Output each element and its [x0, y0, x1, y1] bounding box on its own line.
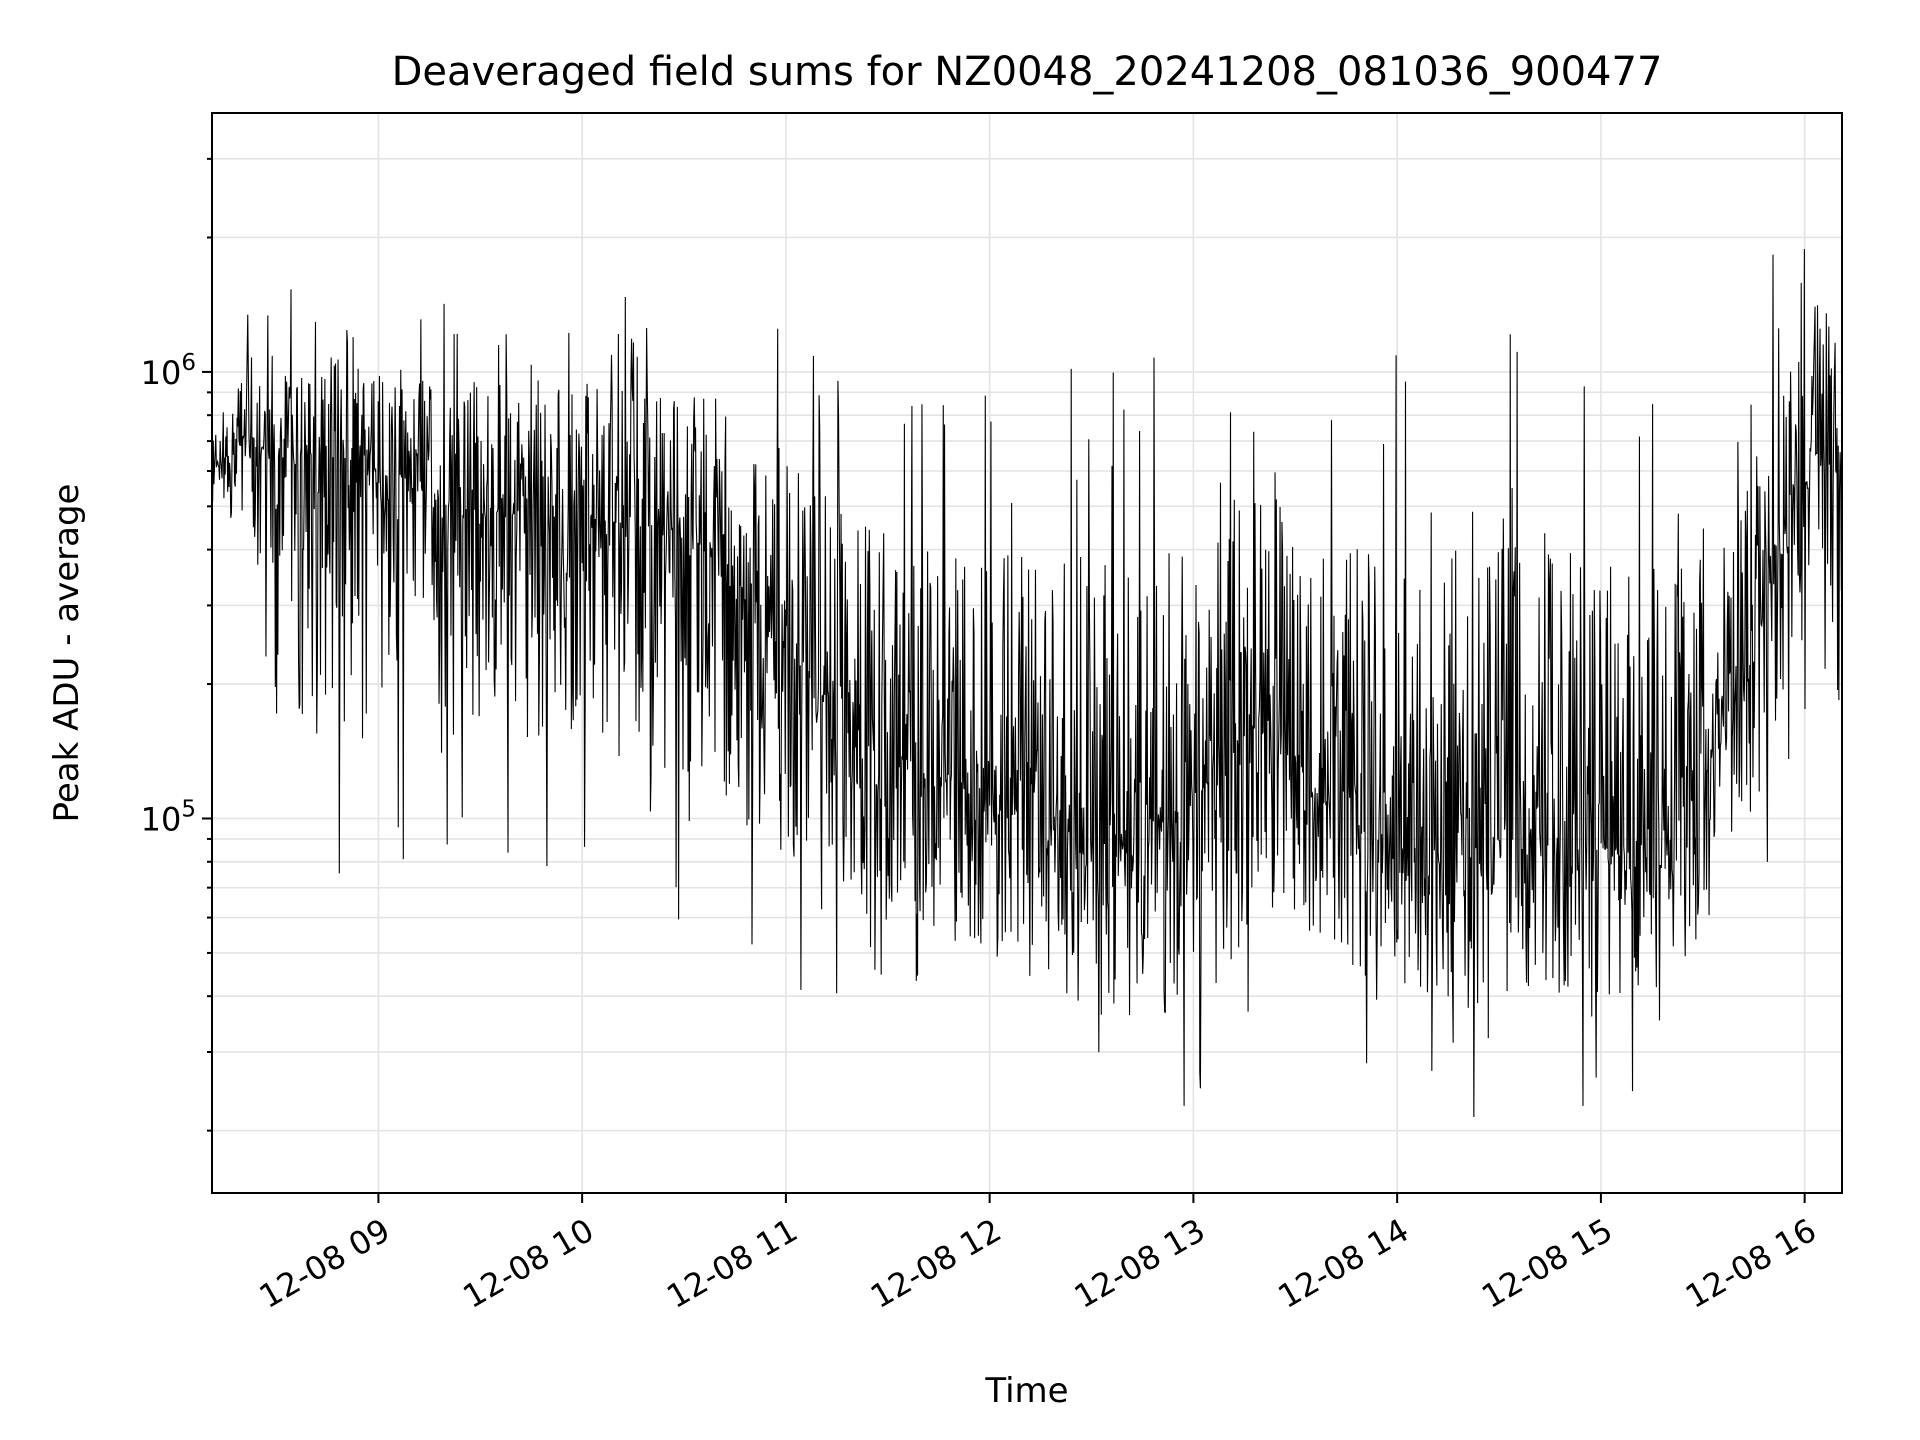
y-tick-label: 106 [141, 350, 196, 392]
plot-area [212, 249, 1842, 1117]
y-tick-label: 105 [141, 796, 196, 838]
x-axis-label: Time [984, 1371, 1068, 1411]
y-axis-ticks: 105 106 [141, 157, 212, 1132]
axes-frame [211, 112, 1843, 1194]
y-axis-label: Peak ADU - average [47, 484, 87, 823]
chart-title: Deaveraged field sums for NZ0048_2024120… [392, 49, 1663, 95]
series-line [212, 249, 1842, 1117]
